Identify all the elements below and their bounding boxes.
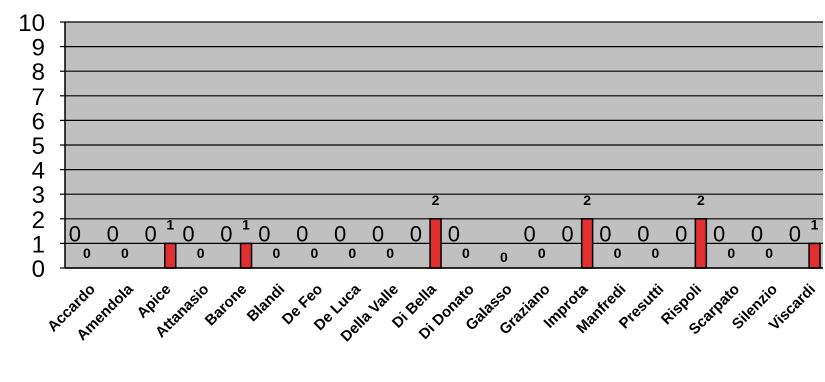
y-tick-label: 2 xyxy=(32,207,45,234)
marker-label: 0 xyxy=(258,221,270,246)
x-tick-label: Barone xyxy=(202,281,251,330)
data-label: 0 xyxy=(727,245,735,261)
bar xyxy=(808,242,821,269)
data-label: 0 xyxy=(83,245,91,261)
marker-label: 0 xyxy=(675,221,687,246)
y-tick-label: 5 xyxy=(32,133,45,160)
bar xyxy=(239,242,253,269)
marker-label: 0 xyxy=(334,221,346,246)
y-tick-label: 6 xyxy=(32,108,45,135)
data-label: 0 xyxy=(538,245,546,261)
data-label: 0 xyxy=(462,245,470,261)
marker-label: 0 xyxy=(751,221,763,246)
marker-label: 0 xyxy=(789,221,801,246)
marker-label: 0 xyxy=(713,221,725,246)
marker-label: 0 xyxy=(372,221,384,246)
marker-label: 0 xyxy=(296,221,308,246)
bar xyxy=(694,218,708,269)
y-tick-label: 9 xyxy=(32,35,45,62)
data-label: 0 xyxy=(652,245,660,261)
marker-label: 0 xyxy=(599,221,611,246)
marker-label: 0 xyxy=(107,221,119,246)
y-tick-label: 8 xyxy=(32,59,45,86)
data-label: 2 xyxy=(432,192,440,208)
data-label: 0 xyxy=(614,245,622,261)
data-label: 0 xyxy=(310,245,318,261)
y-tick-label: 0 xyxy=(32,256,45,283)
marker-label: 0 xyxy=(448,221,460,246)
y-tick-label: 3 xyxy=(32,182,45,209)
bar xyxy=(429,218,442,269)
data-label: 1 xyxy=(811,216,819,232)
marker-label: 0 xyxy=(637,221,649,246)
data-label: 0 xyxy=(765,245,773,261)
marker-label: 0 xyxy=(561,221,573,246)
data-label: 0 xyxy=(121,245,129,261)
data-label: 0 xyxy=(386,245,394,261)
marker-label: 0 xyxy=(69,221,81,246)
data-label: 1 xyxy=(242,216,250,232)
marker-label: 0 xyxy=(410,221,422,246)
y-tick-label: 7 xyxy=(32,84,45,111)
bar xyxy=(580,218,594,269)
marker-label: 0 xyxy=(182,221,194,246)
data-label: 0 xyxy=(500,249,508,265)
x-axis-category-labels: AccardoAmendolaApiceAttanasioBaroneBland… xyxy=(44,280,819,345)
marker-label: 0 xyxy=(524,221,536,246)
marker-label: 0 xyxy=(145,221,157,246)
data-label: 0 xyxy=(348,245,356,261)
data-label: 1 xyxy=(166,216,174,232)
gridlines xyxy=(60,21,823,269)
bar xyxy=(164,242,177,269)
y-tick-label: 4 xyxy=(32,158,45,185)
data-label: 0 xyxy=(197,245,205,261)
y-tick-label: 1 xyxy=(32,231,45,258)
data-label: 0 xyxy=(273,245,281,261)
marker-label: 0 xyxy=(220,221,232,246)
y-tick-label: 10 xyxy=(18,10,45,37)
data-label: 2 xyxy=(583,192,591,208)
data-label: 2 xyxy=(697,192,705,208)
